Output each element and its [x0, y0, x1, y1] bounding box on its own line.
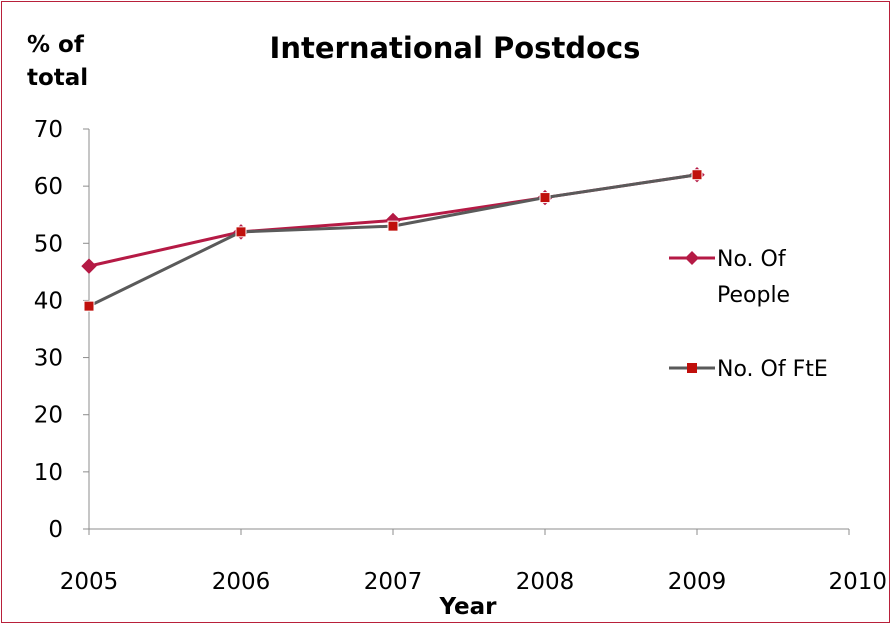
data-point: [83, 300, 95, 312]
x-tick-label: 2008: [516, 569, 575, 595]
x-tick-label: 2007: [364, 569, 423, 595]
legend-label-people-line1: No. Of: [717, 247, 787, 272]
y-axis-label-line2: total: [27, 65, 88, 91]
data-point: [81, 258, 97, 274]
x-tick-label: 2006: [212, 569, 271, 595]
y-tick-label: 40: [34, 288, 63, 314]
y-tick-label: 60: [34, 174, 63, 200]
y-tick-label: 30: [34, 346, 63, 372]
x-tick-labels: 2005 2006 2007 2008 2009 2010: [60, 569, 887, 595]
series-line: [88, 173, 698, 308]
y-tick-label: 20: [34, 403, 63, 429]
y-tick-label: 0: [48, 517, 63, 543]
y-axis-label-line1: % of: [27, 32, 85, 58]
y-tick-labels: 0 10 20 30 40 50 60 70: [34, 117, 63, 543]
y-tick-label: 50: [34, 231, 63, 257]
data-point: [539, 192, 551, 204]
x-tick-label: 2010: [828, 569, 887, 595]
series-group: [81, 167, 705, 312]
axes: [83, 128, 850, 535]
x-tick-label: 2005: [60, 569, 119, 595]
data-point: [387, 220, 399, 232]
data-point: [235, 226, 247, 238]
legend-marker-people: [685, 251, 699, 265]
legend-label-people-line2: People: [717, 283, 790, 308]
x-axis-label: Year: [438, 594, 497, 620]
legend: No. Of People No. Of FtE: [669, 247, 828, 382]
y-tick-label: 70: [34, 117, 63, 143]
legend-label-fte: No. Of FtE: [717, 357, 828, 382]
y-tick-label: 10: [34, 460, 63, 486]
x-tick-label: 2009: [668, 569, 727, 595]
data-point: [691, 169, 703, 181]
legend-marker-fte: [687, 363, 697, 373]
chart-title: International Postdocs: [270, 31, 641, 65]
